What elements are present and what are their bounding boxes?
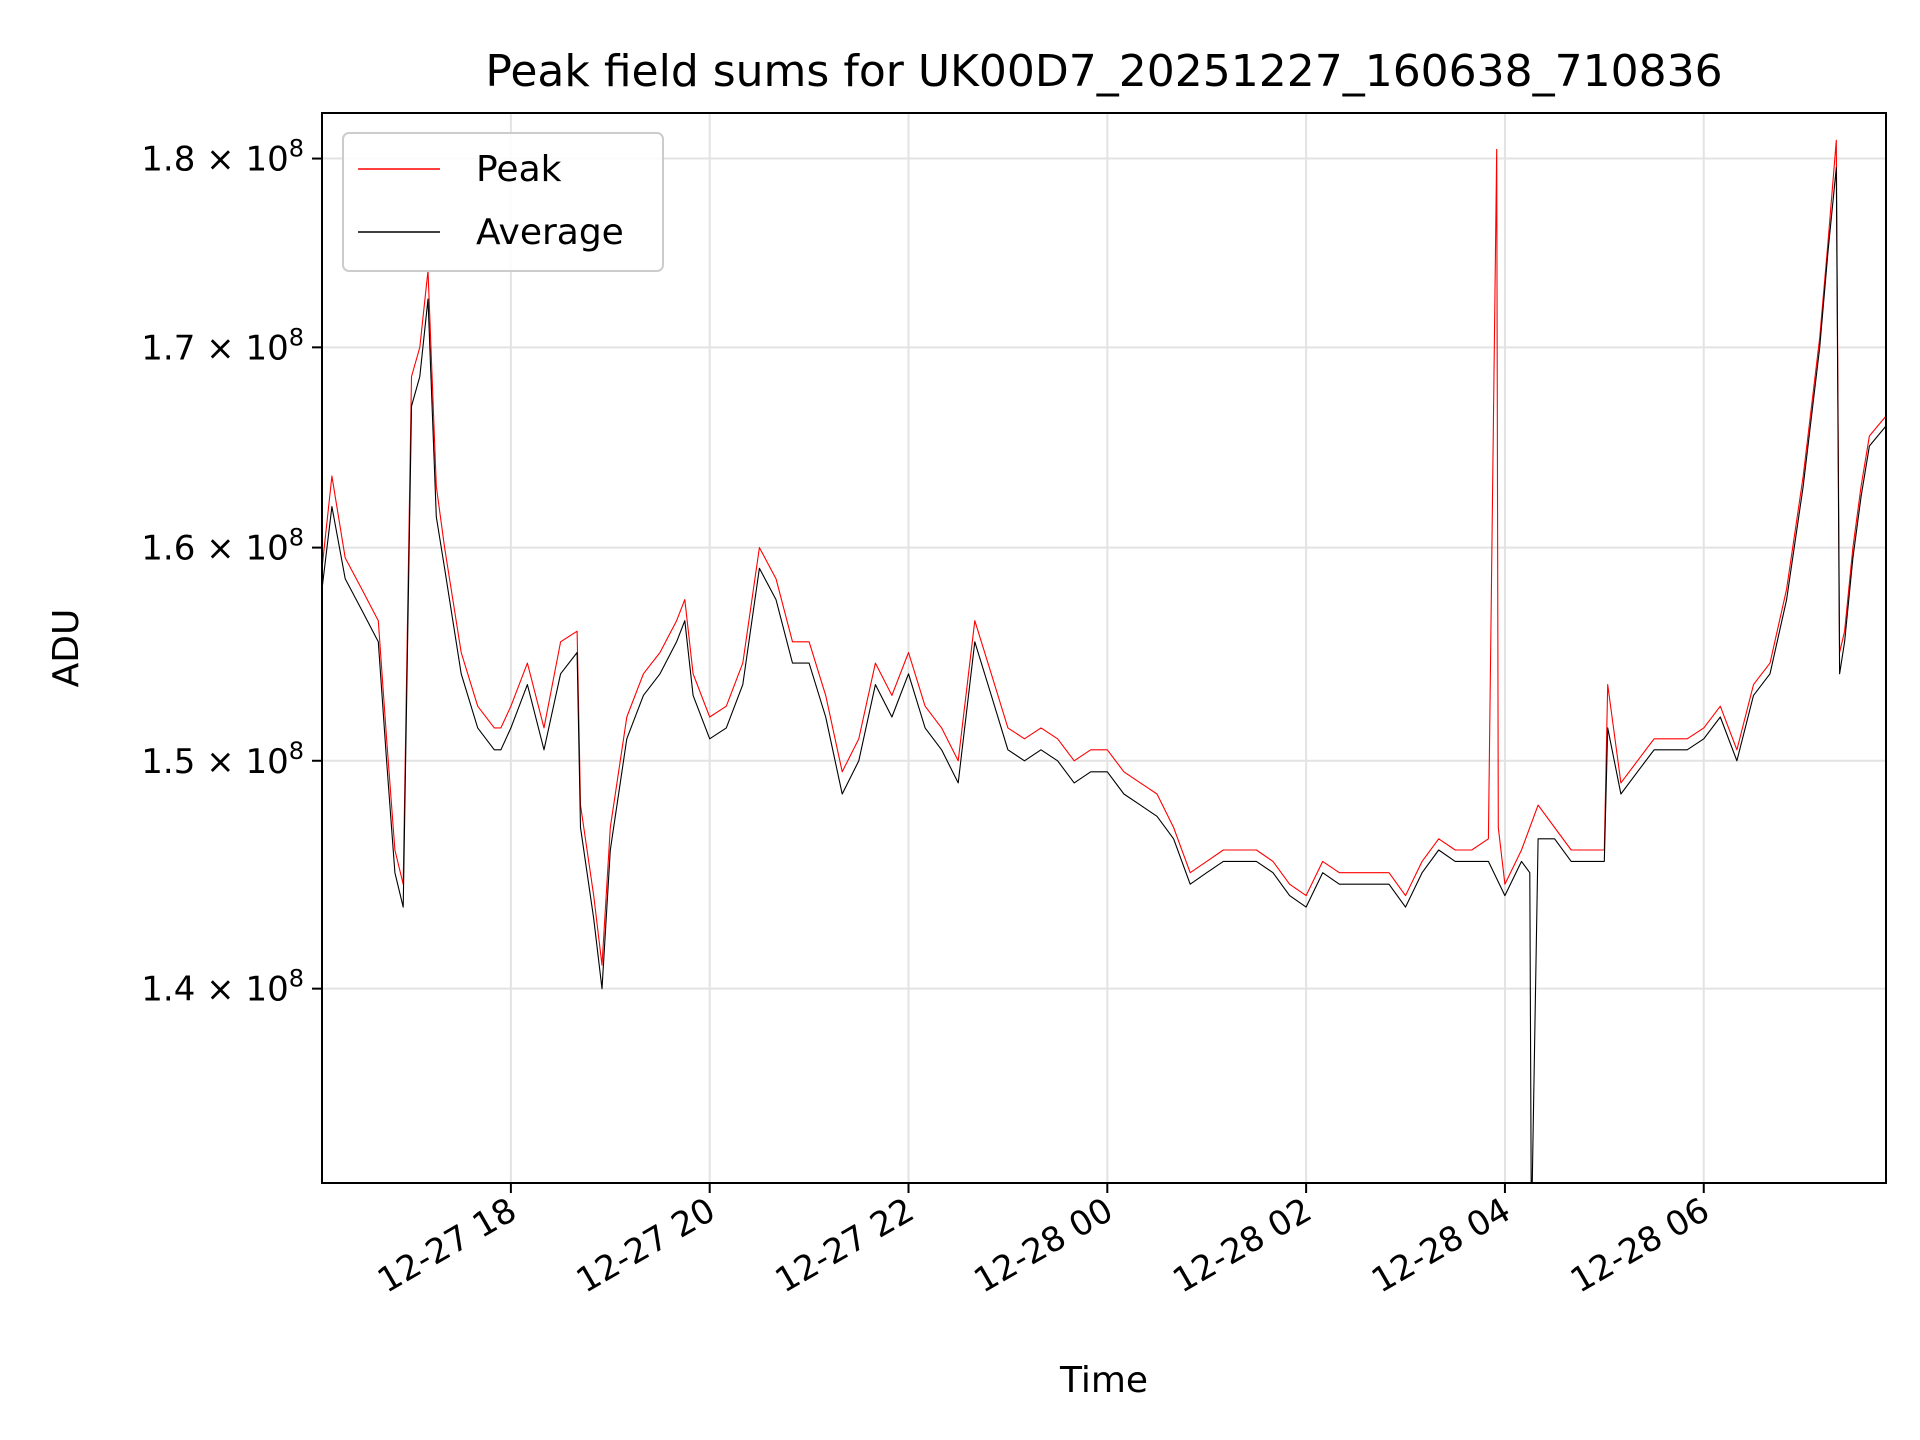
y-tick-exponent: 8 [289, 737, 304, 765]
legend-label-peak: Peak [476, 149, 562, 190]
y-tick-exponent: 8 [289, 135, 304, 163]
y-tick-label: 1.6 × 108 [141, 524, 304, 569]
y-tick-times: × 10 [195, 140, 288, 180]
y-tick-mantissa: 1.7 [141, 328, 195, 368]
legend-box [342, 132, 664, 272]
y-tick-label: 1.8 × 108 [141, 135, 304, 180]
y-tick-times: × 10 [195, 529, 288, 569]
y-tick-mantissa: 1.5 [141, 742, 195, 782]
series-layer [322, 139, 1886, 1183]
series-line-peak [322, 139, 1886, 966]
y-tick-times: × 10 [195, 970, 288, 1010]
y-tick-exponent: 8 [289, 323, 304, 351]
y-tick-mantissa: 1.4 [141, 970, 195, 1010]
x-axis-label: Time [1059, 1360, 1148, 1401]
y-tick-times: × 10 [195, 328, 288, 368]
y-tick-exponent: 8 [289, 524, 304, 552]
legend: Peak Average [342, 132, 664, 272]
legend-label-average: Average [476, 212, 624, 253]
chart-title: Peak field sums for UK00D7_20251227_1606… [485, 46, 1722, 97]
y-tick-label: 1.7 × 108 [141, 323, 304, 368]
series-line-average [322, 167, 1886, 1183]
y-tick-times: × 10 [195, 742, 288, 782]
y-tick-label: 1.5 × 108 [141, 737, 304, 782]
y-tick-exponent: 8 [289, 965, 304, 993]
y-tick-label: 1.4 × 108 [141, 965, 304, 1010]
plot-frame [321, 112, 1887, 1184]
y-axis-label: ADU [46, 609, 87, 688]
y-tick-mantissa: 1.6 [141, 529, 195, 569]
y-tick-mantissa: 1.8 [141, 140, 195, 180]
